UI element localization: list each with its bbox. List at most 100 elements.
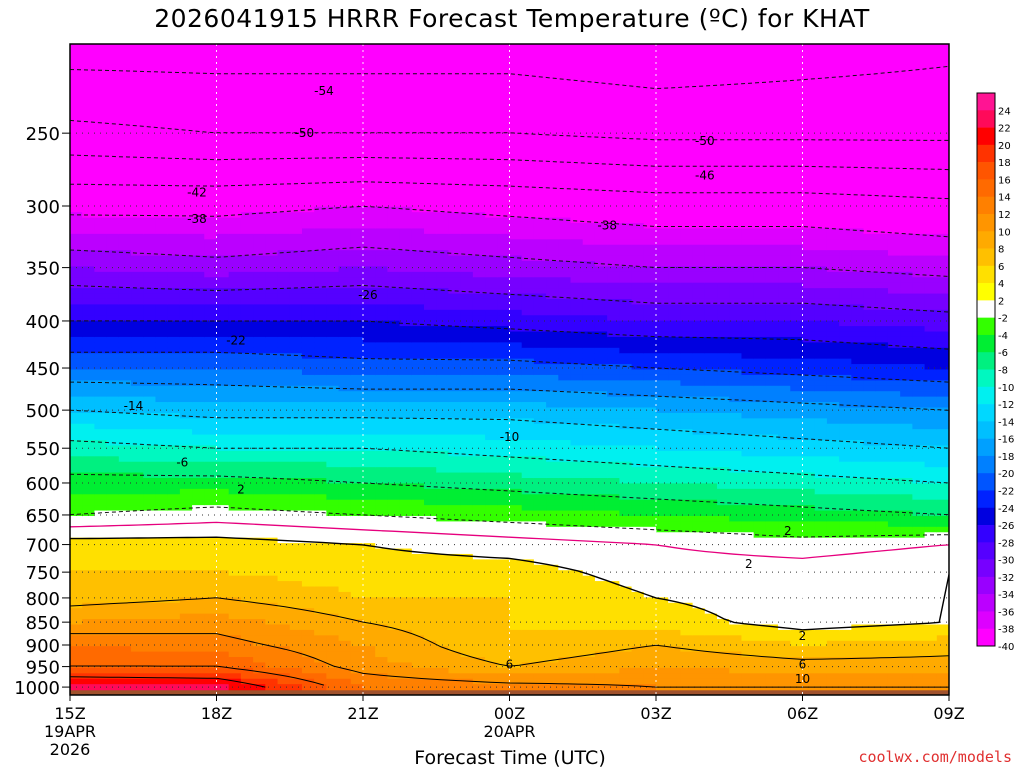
field-cell — [192, 179, 205, 186]
field-cell — [204, 434, 218, 441]
field-cell — [70, 336, 83, 343]
field-cell — [240, 353, 254, 360]
field-cell — [387, 309, 401, 316]
field-cell — [472, 147, 486, 154]
field-cell — [338, 646, 352, 653]
field-cell — [350, 586, 364, 593]
field-cell — [118, 532, 132, 539]
field-cell — [546, 233, 559, 240]
field-cell — [167, 65, 181, 72]
field-cell — [253, 434, 266, 441]
field-cell — [350, 261, 364, 268]
field-cell — [70, 467, 83, 474]
field-cell — [411, 380, 425, 387]
field-cell — [216, 157, 230, 164]
field-cell — [338, 125, 352, 132]
field-cell — [387, 255, 401, 262]
field-cell — [350, 364, 364, 371]
field-cell — [387, 353, 401, 360]
field-cell — [228, 71, 242, 78]
field-cell — [167, 136, 181, 143]
field-cell — [533, 543, 547, 550]
field-cell — [375, 250, 389, 257]
field-cell — [546, 673, 559, 680]
field-cell — [155, 331, 169, 338]
field-cell — [82, 315, 96, 322]
field-cell — [155, 250, 169, 257]
field-cell — [289, 244, 303, 251]
field-cell — [326, 331, 340, 338]
field-cell — [289, 261, 303, 268]
field-cell — [277, 206, 291, 213]
field-cell — [326, 548, 340, 555]
field-cell — [411, 440, 425, 447]
field-cell — [448, 190, 462, 197]
field-cell — [460, 586, 474, 593]
field-cell — [326, 320, 340, 327]
field-cell — [387, 315, 401, 322]
field-cell — [558, 369, 572, 376]
field-cell — [228, 320, 242, 327]
field-cell — [436, 244, 450, 251]
field-cell — [460, 374, 474, 381]
field-cell — [94, 673, 108, 680]
field-cell — [485, 130, 498, 137]
field-cell — [143, 206, 157, 213]
field-cell — [326, 667, 340, 674]
field-cell — [375, 136, 389, 143]
field-cell — [82, 640, 96, 647]
field-cell — [204, 510, 218, 517]
field-cell — [460, 662, 474, 669]
field-cell — [179, 483, 193, 490]
field-cell — [94, 336, 108, 343]
field-cell — [131, 391, 144, 398]
field-cell — [192, 282, 205, 289]
field-cell — [314, 217, 327, 224]
field-cell — [472, 244, 486, 251]
field-cell — [375, 564, 389, 571]
field-cell — [424, 673, 437, 680]
field-cell — [179, 488, 193, 495]
field-cell — [70, 71, 83, 78]
field-cell — [399, 608, 413, 615]
field-cell — [533, 168, 547, 175]
field-cell — [411, 505, 425, 512]
field-cell — [240, 499, 254, 506]
field-cell — [521, 515, 535, 522]
field-cell — [265, 684, 279, 691]
field-cell — [228, 282, 242, 289]
field-cell — [106, 505, 120, 512]
field-cell — [460, 250, 474, 257]
field-cell — [228, 651, 242, 658]
field-cell — [350, 505, 364, 512]
field-cell — [326, 168, 340, 175]
field-cell — [131, 277, 144, 284]
field-cell — [240, 358, 254, 365]
field-cell — [338, 543, 352, 550]
field-cell — [228, 559, 242, 566]
field-cell — [82, 429, 96, 436]
field-cell — [240, 478, 254, 485]
field-cell — [82, 347, 96, 354]
field-cell — [546, 157, 559, 164]
field-cell — [424, 418, 437, 425]
field-cell — [399, 564, 413, 571]
field-cell — [424, 76, 437, 83]
field-cell — [179, 87, 193, 94]
field-cell — [448, 537, 462, 544]
field-cell — [460, 412, 474, 419]
field-cell — [485, 505, 498, 512]
field-cell — [216, 456, 230, 463]
field-cell — [228, 293, 242, 300]
field-cell — [143, 467, 157, 474]
field-cell — [167, 581, 181, 588]
field-cell — [204, 109, 218, 116]
field-cell — [326, 98, 340, 105]
field-cell — [253, 293, 266, 300]
field-cell — [301, 532, 315, 539]
field-cell — [265, 54, 279, 61]
field-cell — [570, 65, 584, 72]
field-cell — [70, 326, 83, 333]
field-cell — [411, 114, 425, 121]
field-cell — [94, 179, 108, 186]
